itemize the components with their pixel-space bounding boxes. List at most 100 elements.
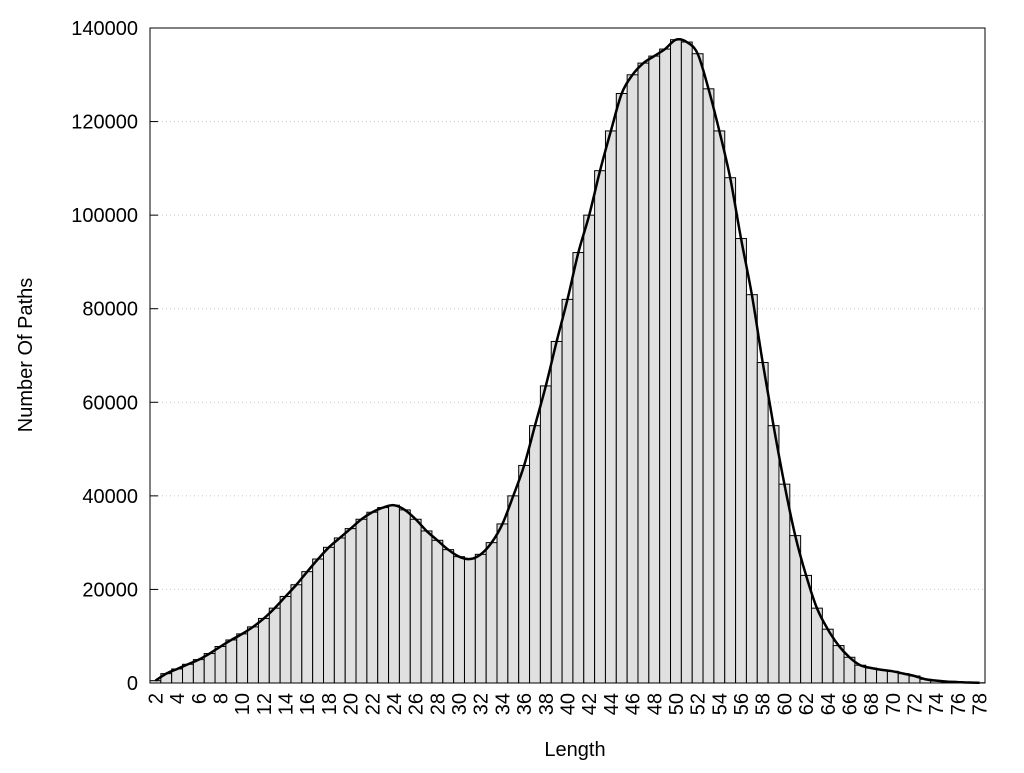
x-tick-label: 28 [427, 693, 449, 715]
x-tick-label: 34 [492, 693, 514, 715]
bar [324, 547, 335, 683]
x-tick-label: 26 [406, 693, 428, 715]
bar [248, 627, 259, 683]
x-tick-label: 54 [709, 693, 731, 715]
x-tick-label: 12 [254, 693, 276, 715]
x-tick-label: 18 [319, 693, 341, 715]
x-tick-label: 78 [970, 693, 992, 715]
bar [790, 536, 801, 683]
bar [714, 131, 725, 683]
bar [757, 363, 768, 683]
bar [215, 647, 226, 683]
bar [736, 239, 747, 683]
bar [681, 42, 692, 683]
x-tick-label: 66 [839, 693, 861, 715]
bar [855, 665, 866, 683]
bar [204, 654, 215, 683]
x-tick-label: 68 [861, 693, 883, 715]
x-tick-label: 30 [449, 693, 471, 715]
x-tick-label: 10 [232, 693, 254, 715]
y-tick-label: 80000 [82, 299, 138, 321]
bar [269, 608, 280, 683]
x-tick-label: 8 [210, 693, 232, 704]
bar [671, 40, 682, 683]
bar [280, 596, 291, 683]
bar [703, 89, 714, 683]
y-tick-label: 20000 [82, 579, 138, 601]
x-tick-label: 40 [558, 693, 580, 715]
x-tick-label: 56 [731, 693, 753, 715]
bar [193, 660, 204, 683]
bar [443, 550, 454, 683]
bar [237, 634, 248, 683]
bar [768, 426, 779, 683]
bar [530, 426, 541, 683]
bar [410, 519, 421, 683]
x-tick-label: 32 [471, 693, 493, 715]
x-tick-label: 20 [341, 693, 363, 715]
bar [497, 524, 508, 683]
bar [367, 512, 378, 683]
x-tick-label: 52 [688, 693, 710, 715]
x-tick-label: 4 [167, 693, 189, 704]
bar [508, 496, 519, 683]
bar [334, 538, 345, 683]
x-tick-label: 46 [623, 693, 645, 715]
bar [302, 572, 313, 683]
bar [345, 529, 356, 683]
x-tick-label: 38 [536, 693, 558, 715]
bar [627, 75, 638, 683]
bar [486, 543, 497, 683]
bar [649, 56, 660, 683]
x-tick-label: 14 [276, 693, 298, 715]
bar [725, 178, 736, 683]
y-tick-label: 120000 [71, 112, 138, 134]
bar [356, 519, 367, 683]
x-tick-label: 74 [926, 693, 948, 715]
x-tick-label: 72 [905, 693, 927, 715]
bar [746, 295, 757, 683]
bar [399, 510, 410, 683]
x-tick-label: 2 [145, 693, 167, 704]
bar [464, 559, 475, 683]
x-tick-label: 70 [883, 693, 905, 715]
bar [226, 640, 237, 683]
bar [595, 171, 606, 683]
bar [291, 585, 302, 683]
bar [519, 465, 530, 683]
bar [562, 299, 573, 683]
y-axis-label: Number Of Paths [15, 278, 37, 433]
bar [573, 253, 584, 683]
bar [258, 618, 269, 683]
bar [421, 531, 432, 683]
bar [616, 94, 627, 684]
bar [432, 540, 443, 683]
y-tick-label: 0 [127, 673, 138, 695]
x-tick-label: 16 [297, 693, 319, 715]
bar [454, 557, 465, 683]
y-tick-label: 100000 [71, 205, 138, 227]
bar [389, 505, 400, 683]
y-tick-label: 140000 [71, 18, 138, 40]
x-tick-label: 64 [818, 693, 840, 715]
bar [779, 484, 790, 683]
y-tick-label: 60000 [82, 392, 138, 414]
bar [378, 508, 389, 683]
x-tick-label: 62 [796, 693, 818, 715]
bar [584, 215, 595, 683]
bar [475, 554, 486, 683]
x-tick-label: 24 [384, 693, 406, 715]
bar [877, 670, 888, 683]
bar [313, 559, 324, 683]
bar [540, 386, 551, 683]
bar [638, 63, 649, 683]
x-tick-label: 76 [948, 693, 970, 715]
x-tick-label: 50 [666, 693, 688, 715]
x-tick-label: 44 [601, 693, 623, 715]
bar [551, 341, 562, 683]
bar [692, 54, 703, 683]
x-tick-label: 58 [753, 693, 775, 715]
bar [811, 608, 822, 683]
